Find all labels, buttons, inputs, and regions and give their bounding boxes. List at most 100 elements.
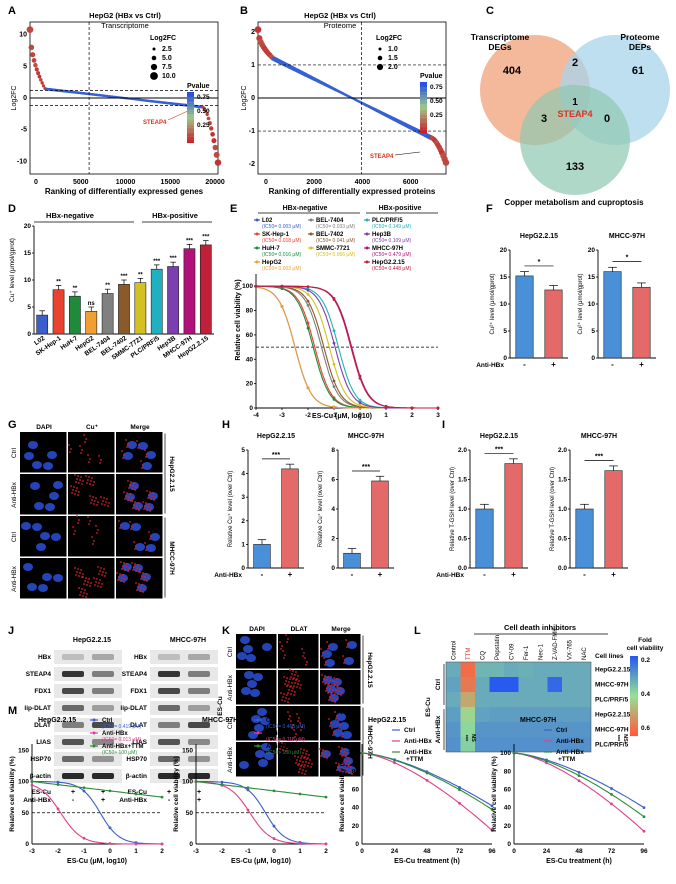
signal-dot xyxy=(122,457,124,459)
signal-dot xyxy=(132,507,134,509)
x-tick-label: 0 xyxy=(512,848,516,855)
data-point xyxy=(27,26,34,33)
heatmap-cell xyxy=(562,662,577,677)
y-tick-label: 15 xyxy=(500,274,508,281)
annotation-pointer xyxy=(395,152,420,155)
subplot-title: HepG2.2.15 xyxy=(520,233,558,240)
signal-dot xyxy=(129,484,131,486)
blot-band xyxy=(92,773,114,779)
annotation-pointer xyxy=(168,110,190,120)
signal-dot xyxy=(284,683,286,685)
color-legend-gradient xyxy=(420,85,427,87)
x-tick-label: - xyxy=(611,360,614,369)
color-legend-gradient xyxy=(420,108,427,110)
bar xyxy=(282,469,299,568)
signal-dot xyxy=(285,680,287,682)
signal-dot xyxy=(321,655,323,657)
color-legend-gradient xyxy=(420,91,427,93)
signal-dot xyxy=(134,563,136,565)
signal-dot xyxy=(89,520,91,522)
subplot-ylabel: Relative cell viability (%) xyxy=(9,756,16,832)
signal-dot xyxy=(137,502,139,504)
signal-dot xyxy=(85,475,87,477)
signal-dot xyxy=(78,575,80,577)
x-tick-label: -3 xyxy=(279,412,285,419)
legend-ic50: (IC50= 0.003 μM) xyxy=(262,266,301,272)
nucleus xyxy=(330,720,340,728)
subplot-title: MHCC-97H xyxy=(348,433,384,440)
signal-dot xyxy=(339,687,341,689)
panel-e-group1: HBx-negative xyxy=(283,205,328,212)
signal-dot xyxy=(323,678,325,680)
signal-dot xyxy=(135,582,137,584)
signal-dot xyxy=(94,584,96,586)
side-label: MHCC-97H xyxy=(168,541,175,575)
x-tick-label: + xyxy=(378,570,383,579)
significance-label: *** xyxy=(153,259,161,265)
signal-dot xyxy=(143,579,145,581)
signal-dot xyxy=(301,772,303,774)
signal-dot xyxy=(123,491,125,493)
blot-band xyxy=(62,654,84,660)
y-tick-label: 10 xyxy=(19,32,27,39)
signal-dot xyxy=(98,582,100,584)
column-label: DLAT xyxy=(291,626,308,633)
x-tick-label: - xyxy=(583,570,586,579)
signal-dot xyxy=(302,655,304,657)
signal-dot xyxy=(320,755,322,757)
signal-dot xyxy=(89,495,91,497)
signal-dot xyxy=(119,527,121,529)
panel-a-title: HepG2 (HBx vs Ctrl) xyxy=(89,11,161,20)
signal-dot xyxy=(105,572,107,574)
legend-series-name: Anti-HBx xyxy=(556,749,584,756)
data-point xyxy=(36,71,40,75)
bar xyxy=(102,294,113,335)
colorbar-gradient xyxy=(630,682,638,684)
color-legend-gradient xyxy=(187,111,194,113)
color-legend-label: 0.25 xyxy=(430,112,443,119)
signal-dot xyxy=(332,734,334,736)
panel-e-legend: L02(IC50= 0.003 μM)SK-Hep-1(IC50= 0.018 … xyxy=(254,218,411,272)
protein-label: FDX1 xyxy=(34,688,51,695)
signal-dot xyxy=(347,757,349,759)
y-tick-label: 150 xyxy=(18,747,29,754)
y-tick-label: 100 xyxy=(500,750,511,757)
signal-dot xyxy=(92,496,94,498)
x-tick-label: - xyxy=(261,570,264,579)
rows-title: Cell lines xyxy=(595,653,624,660)
heatmap-cell xyxy=(519,662,534,677)
signal-dot xyxy=(74,530,76,532)
colorbar-title: Fold xyxy=(638,637,652,644)
bar xyxy=(151,269,162,334)
blot-band xyxy=(158,722,180,728)
signal-dot xyxy=(287,684,289,686)
signal-dot xyxy=(138,583,140,585)
signal-dot xyxy=(302,769,304,771)
subplot-title: MHCC-97H xyxy=(202,717,238,724)
x-tick-label: 96 xyxy=(640,848,648,855)
x-tick-label: 1 xyxy=(384,412,388,419)
signal-dot xyxy=(289,669,291,671)
data-point xyxy=(307,327,310,330)
signal-dot xyxy=(329,725,331,727)
colorbar-gradient xyxy=(630,732,638,734)
signal-dot xyxy=(88,461,90,463)
significance-label: ** xyxy=(73,286,78,292)
treatment-label: ES-Cu xyxy=(425,697,432,717)
y-tick-label: 0.0 xyxy=(558,565,567,572)
y-tick-label: 0.0 xyxy=(458,565,467,572)
signal-dot xyxy=(80,476,82,478)
y-tick-label: 0 xyxy=(249,405,253,412)
colorbar-gradient xyxy=(630,678,638,680)
signal-dot xyxy=(137,447,139,449)
heatmap-cell xyxy=(461,677,476,692)
panel-a-xticks: 0 5000 10000 15000 20000 xyxy=(34,179,225,186)
panel-a: A HepG2 (HBx vs Ctrl) Transcriptome Log2… xyxy=(8,5,225,196)
color-legend-gradient xyxy=(187,118,194,120)
color-legend-gradient xyxy=(187,92,194,94)
signal-dot xyxy=(78,482,80,484)
x-tick-label: + xyxy=(611,570,616,579)
signal-dot xyxy=(311,763,313,765)
signal-dot xyxy=(100,567,102,569)
lane-value: - xyxy=(168,797,171,804)
